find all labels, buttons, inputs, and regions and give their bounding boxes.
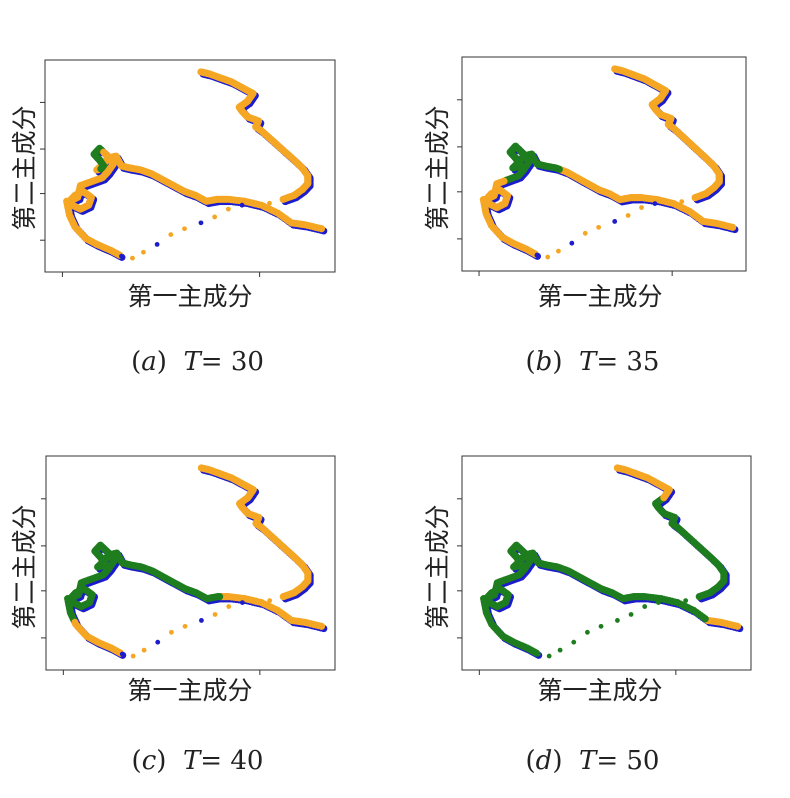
data-point <box>130 653 136 659</box>
data-point <box>197 464 206 472</box>
main-series <box>480 464 742 659</box>
data-point <box>545 254 551 260</box>
y-axis-label: 第二主成分 <box>423 504 452 629</box>
data-point <box>655 600 661 605</box>
data-point <box>212 612 218 617</box>
axis-ticks <box>41 498 261 675</box>
x-axis-label: 第一主成分 <box>127 676 252 705</box>
data-point <box>225 206 231 212</box>
data-point <box>141 647 147 653</box>
data-point <box>197 68 205 76</box>
data-point <box>615 618 620 623</box>
axis-ticks <box>457 99 673 276</box>
caption-value: = 30 <box>200 347 264 377</box>
data-point <box>598 623 604 629</box>
data-point <box>639 205 644 210</box>
data-point <box>556 248 561 254</box>
chart-c: 第一主成分 第二主成分 <box>10 455 336 705</box>
data-point <box>267 200 272 206</box>
panel-d: 第一主成分 第二主成分 (d) T= 50 <box>395 399 790 798</box>
caption-letter: c <box>141 746 157 776</box>
caption-variable: T <box>182 746 201 776</box>
chart-d: 第一主成分 第二主成分 <box>423 455 752 705</box>
data-point <box>611 65 619 73</box>
data-point <box>534 252 540 258</box>
data-point <box>652 201 658 207</box>
data-point <box>612 219 618 224</box>
caption-value: = 35 <box>596 347 660 377</box>
data-point <box>571 639 577 645</box>
data-point <box>155 639 161 645</box>
main-series <box>479 65 737 260</box>
data-point <box>154 242 160 247</box>
data-point <box>253 200 259 206</box>
data-point <box>625 213 631 218</box>
y-axis-label: 第二主成分 <box>10 504 39 629</box>
y-axis-label: 第二主成分 <box>10 105 39 230</box>
data-point <box>267 598 273 604</box>
data-point <box>226 604 232 609</box>
data-point <box>582 230 588 236</box>
axis-ticks <box>457 498 677 675</box>
caption-variable: T <box>579 746 597 776</box>
panel-c: 第一主成分 第二主成分 (c) T= 40 <box>0 399 395 798</box>
data-point <box>239 202 245 208</box>
data-point <box>596 224 602 230</box>
plot-frame <box>44 59 336 273</box>
chart-a: 第一主成分 第二主成分 <box>10 59 336 311</box>
data-point <box>669 598 675 604</box>
data-point <box>198 220 204 226</box>
main-series <box>63 68 326 261</box>
data-point <box>199 618 204 623</box>
main-series <box>64 464 326 659</box>
data-point <box>212 214 218 220</box>
caption-value: = 40 <box>200 746 264 776</box>
data-point <box>253 598 259 604</box>
data-point <box>628 612 634 617</box>
plot-frame <box>461 56 747 272</box>
data-point <box>546 653 552 659</box>
data-point <box>683 598 689 604</box>
data-point <box>168 232 174 238</box>
panel-b: 第一主成分 第二主成分 (b) T= 35 <box>395 0 790 399</box>
caption-a: (a) T= 30 <box>131 347 264 377</box>
data-point <box>182 226 187 232</box>
data-point <box>665 199 671 205</box>
data-point <box>119 651 125 657</box>
caption-variable: T <box>183 347 201 377</box>
caption-letter: d <box>535 746 553 776</box>
data-point <box>119 253 124 259</box>
x-axis-label: 第一主成分 <box>537 676 662 705</box>
caption-variable: T <box>579 347 597 377</box>
y-axis-label: 第二主成分 <box>423 105 452 230</box>
plot-frame <box>461 455 752 671</box>
caption-c: (c) T= 40 <box>131 746 264 776</box>
data-point <box>613 464 622 472</box>
data-point <box>679 199 685 205</box>
chart-b: 第一主成分 第二主成分 <box>423 56 747 311</box>
data-point <box>239 600 245 605</box>
panel-a: 第一主成分 第二主成分 (a) T= 30 <box>0 0 395 399</box>
caption-b: (b) T= 35 <box>525 347 660 377</box>
data-point <box>535 651 541 657</box>
data-point <box>130 255 135 261</box>
caption-value: = 50 <box>596 746 660 776</box>
data-point <box>182 623 188 629</box>
data-point <box>141 249 146 255</box>
axis-ticks <box>40 101 261 277</box>
data-point <box>557 647 563 653</box>
plot-frame <box>45 455 336 671</box>
caption-d: (d) T= 50 <box>525 746 660 776</box>
x-axis-label: 第一主成分 <box>127 282 252 311</box>
x-axis-label: 第一主成分 <box>537 282 662 311</box>
caption-letter: b <box>535 347 553 377</box>
data-point <box>168 629 174 635</box>
caption-letter: a <box>141 347 157 377</box>
data-point <box>584 629 590 635</box>
data-point <box>642 604 648 609</box>
data-point <box>569 240 575 246</box>
